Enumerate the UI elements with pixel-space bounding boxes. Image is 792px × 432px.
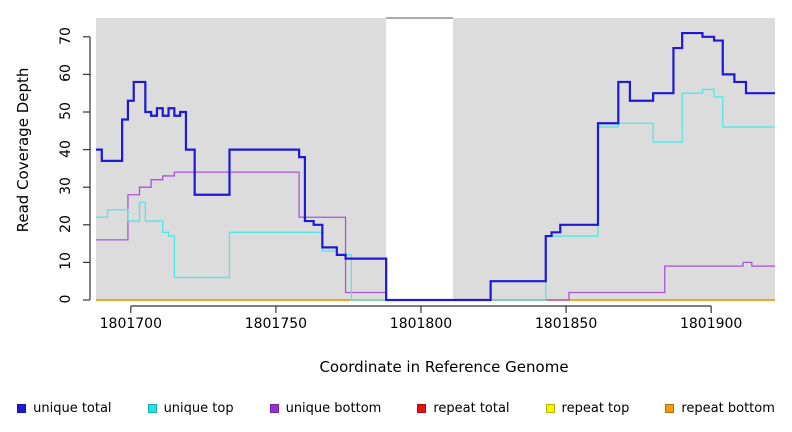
legend-item-unique-total[interactable]: unique total xyxy=(17,400,112,416)
legend-item-repeat-total[interactable]: repeat total xyxy=(417,400,510,416)
legend-swatch-icon xyxy=(17,403,27,413)
legend-label: repeat bottom xyxy=(681,400,775,416)
legend-item-repeat-bottom[interactable]: repeat bottom xyxy=(665,401,775,416)
y-tick-label: 30 xyxy=(58,177,74,196)
y-tick-label: 60 xyxy=(58,64,74,83)
x-tick-label: 1801750 xyxy=(244,316,308,332)
legend-label: unique total xyxy=(33,400,112,416)
legend-label: unique bottom xyxy=(285,400,382,416)
legend-swatch-icon xyxy=(147,403,157,413)
x-tick-label: 1801700 xyxy=(99,316,162,332)
y-tick-label: 70 xyxy=(58,26,74,45)
coverage-gap-region-0 xyxy=(386,18,453,300)
legend-swatch-icon xyxy=(417,403,427,413)
series-unique-bottom xyxy=(96,171,775,301)
x-tick-label: 1801900 xyxy=(679,316,743,332)
y-tick-label: 0 xyxy=(58,294,74,304)
legend-item-repeat-top[interactable]: repeat top xyxy=(545,400,630,416)
legend-item-unique-top[interactable]: unique top xyxy=(147,400,234,416)
legend-item-unique-bottom[interactable]: unique bottom xyxy=(269,400,382,416)
legend-swatch-icon xyxy=(269,403,279,413)
legend-swatch-icon xyxy=(545,403,555,413)
y-tick-label: 40 xyxy=(58,139,74,158)
legend-label: repeat total xyxy=(433,400,510,416)
y-tick-label: 50 xyxy=(58,102,74,120)
y-tick-label: 20 xyxy=(58,214,74,233)
legend-swatch-icon xyxy=(665,403,675,413)
chart-legend: unique total unique top unique bottom repea… xyxy=(0,396,792,420)
legend-label: repeat top xyxy=(561,400,630,416)
series-unique-total xyxy=(96,31,775,302)
y-tick-label: 10 xyxy=(58,252,74,271)
x-tick-label: 1801800 xyxy=(389,316,453,332)
legend-label: unique top xyxy=(163,400,234,416)
x-tick-label: 1801850 xyxy=(534,316,598,332)
x-axis-title: Coordinate in Reference Genome xyxy=(319,358,569,376)
